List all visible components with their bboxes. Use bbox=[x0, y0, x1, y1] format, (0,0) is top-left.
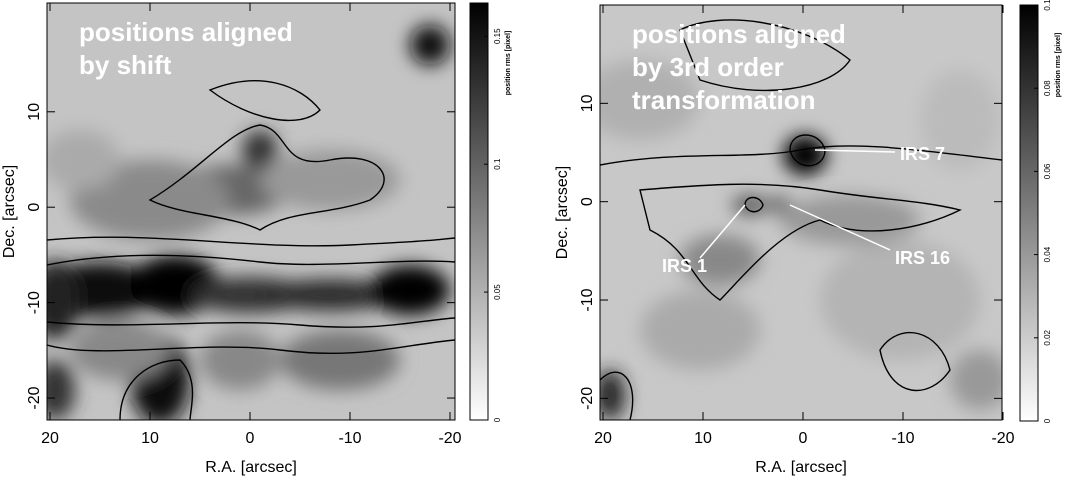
contour-line bbox=[47, 317, 455, 328]
contour-line bbox=[208, 80, 321, 122]
map-blob bbox=[410, 25, 450, 65]
contour-line bbox=[119, 359, 194, 420]
panel-title: by 3rd order bbox=[632, 52, 784, 82]
map bbox=[47, 3, 455, 420]
map-blob bbox=[950, 350, 1002, 410]
contour-line bbox=[600, 145, 1002, 166]
colorbar-tick-label: 0.1 bbox=[1043, 0, 1052, 11]
map-blob bbox=[47, 360, 75, 420]
map-blob bbox=[820, 240, 980, 360]
map-blob bbox=[260, 279, 400, 311]
annotation: IRS 1 bbox=[662, 256, 707, 276]
x-axis-label: R.A. [arcsec] bbox=[755, 459, 847, 476]
x-tick-label: -10 bbox=[338, 430, 361, 447]
y-tick-label: -20 bbox=[26, 386, 43, 409]
map-blob bbox=[370, 265, 450, 315]
x-tick-label: -10 bbox=[891, 430, 914, 447]
y-axis-label: Dec. [arcsec] bbox=[554, 166, 571, 259]
map-blob bbox=[242, 130, 278, 170]
map-blob bbox=[770, 197, 790, 213]
x-tick-label: 0 bbox=[246, 430, 255, 447]
map-shading bbox=[47, 25, 450, 420]
x-tick-label: 0 bbox=[799, 430, 808, 447]
x-tick-label: 20 bbox=[41, 430, 59, 447]
y-tick-label: -10 bbox=[579, 288, 596, 311]
colorbar-label: position rms [pixel] bbox=[1055, 33, 1062, 98]
contour-line bbox=[148, 124, 385, 231]
x-tick-label: 10 bbox=[694, 430, 712, 447]
panel-title: transformation bbox=[632, 85, 815, 115]
colorbar-tick-label: 0.15 bbox=[493, 28, 502, 44]
panel-title: positions aligned bbox=[79, 17, 293, 47]
contour-line bbox=[639, 183, 963, 301]
contour-line bbox=[47, 236, 455, 247]
contour-line bbox=[47, 254, 455, 266]
colorbar-tick-label: 0.08 bbox=[1043, 80, 1052, 96]
y-tick-label: 10 bbox=[579, 94, 596, 112]
colorbar-tick-label: 0 bbox=[493, 417, 502, 422]
contour-line bbox=[744, 196, 764, 213]
colorbar bbox=[469, 2, 489, 421]
map-blob bbox=[780, 195, 920, 245]
x-tick-label: -20 bbox=[991, 430, 1014, 447]
y-axis-label: Dec. [arcsec] bbox=[1, 165, 18, 258]
map-shading bbox=[600, 60, 1002, 420]
map-blob bbox=[680, 235, 760, 285]
contour-line bbox=[47, 339, 455, 355]
plot-frame bbox=[46, 2, 456, 421]
panel-title: by shift bbox=[79, 50, 172, 80]
map-blob bbox=[47, 130, 120, 190]
map-blob bbox=[640, 290, 760, 370]
annotation-leader bbox=[814, 149, 896, 153]
colorbar-label: position rms [pixel] bbox=[505, 31, 512, 96]
map-blob bbox=[47, 260, 80, 340]
y-tick-label: 10 bbox=[26, 103, 43, 121]
panel-title: positions aligned bbox=[632, 19, 846, 49]
annotation-leader bbox=[789, 204, 891, 251]
annotation: IRS 16 bbox=[895, 248, 950, 268]
x-tick-label: 10 bbox=[141, 430, 159, 447]
y-tick-label: 0 bbox=[579, 197, 596, 206]
y-tick-label: 0 bbox=[26, 203, 43, 212]
map-blob bbox=[600, 60, 700, 140]
colorbar-tick-label: 0.1 bbox=[493, 158, 502, 170]
colorbar-tick-label: 0.05 bbox=[493, 284, 502, 300]
map bbox=[600, 5, 1002, 420]
y-tick-label: -10 bbox=[26, 291, 43, 314]
map-blob bbox=[280, 330, 400, 390]
x-tick-label: -20 bbox=[438, 430, 461, 447]
map-blob bbox=[200, 330, 280, 390]
colorbar-tick-label: 0.06 bbox=[1043, 163, 1052, 179]
y-tick-label: -20 bbox=[579, 387, 596, 410]
map-blob bbox=[600, 370, 625, 420]
colorbar-tick-label: 0.04 bbox=[1043, 246, 1052, 262]
contour-line bbox=[600, 371, 634, 420]
plot-frame bbox=[599, 4, 1003, 421]
contour-line bbox=[679, 19, 851, 92]
x-tick-label: 20 bbox=[594, 430, 612, 447]
colorbar bbox=[1019, 4, 1039, 422]
contour-line bbox=[879, 331, 951, 392]
annotation: IRS 7 bbox=[900, 144, 945, 164]
map-blob bbox=[920, 70, 1000, 170]
colorbar-tick-label: 0 bbox=[1043, 418, 1052, 423]
annotation-leader bbox=[699, 204, 746, 259]
colorbar-tick-label: 0.02 bbox=[1043, 329, 1052, 345]
map-blob bbox=[260, 150, 400, 210]
x-axis-label: R.A. [arcsec] bbox=[205, 459, 297, 476]
